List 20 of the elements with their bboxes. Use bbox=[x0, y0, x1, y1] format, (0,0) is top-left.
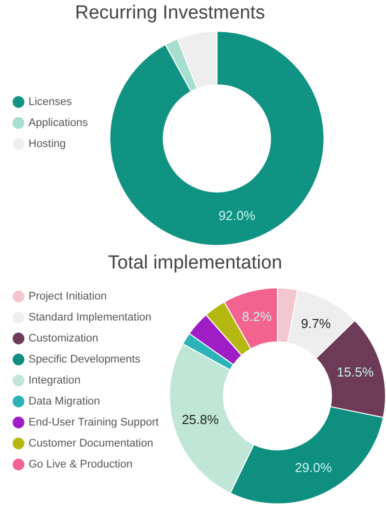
chart-title: Recurring Investments bbox=[74, 2, 266, 24]
legend-label: Customization bbox=[28, 332, 98, 345]
legend-label: Licenses bbox=[28, 96, 72, 108]
legend-label: Standard Implementation bbox=[28, 312, 152, 324]
legend-label: Data Migration bbox=[28, 396, 100, 408]
data-label: 8.2% bbox=[242, 309, 272, 324]
data-label: 29.0% bbox=[294, 460, 332, 476]
legend-label: End-User Training Support bbox=[28, 416, 159, 429]
data-label: 15.5% bbox=[336, 364, 374, 380]
legend-label: Integration bbox=[28, 374, 80, 387]
legend-label: Hosting bbox=[28, 138, 66, 150]
chart-title: Total implementation bbox=[108, 252, 282, 274]
legend-label: Customer Documentation bbox=[28, 438, 154, 450]
data-label: 9.7% bbox=[301, 316, 332, 332]
data-label: 92.0% bbox=[218, 208, 256, 223]
legend-label: Go Live & Production bbox=[28, 458, 132, 471]
legend-label: Project Initiation bbox=[28, 290, 107, 303]
data-label: 25.8% bbox=[182, 412, 220, 428]
legend-label: Specific Developments bbox=[28, 354, 141, 366]
legend-label: Applications bbox=[28, 117, 88, 130]
